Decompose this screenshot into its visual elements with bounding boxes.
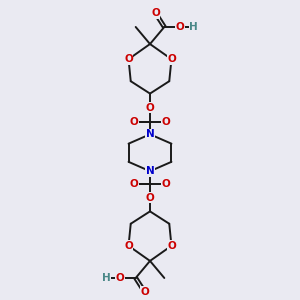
Text: O: O <box>146 103 154 113</box>
Text: O: O <box>124 241 133 251</box>
Text: O: O <box>146 193 154 202</box>
Text: O: O <box>124 54 133 64</box>
Text: O: O <box>140 287 149 297</box>
Text: O: O <box>151 8 160 18</box>
Text: O: O <box>176 22 185 32</box>
Text: O: O <box>167 54 176 64</box>
Text: H: H <box>189 22 198 32</box>
Text: O: O <box>167 241 176 251</box>
Text: O: O <box>130 117 138 127</box>
Text: O: O <box>162 179 170 189</box>
Text: H: H <box>102 273 111 283</box>
Text: O: O <box>130 179 138 189</box>
Text: N: N <box>146 129 154 139</box>
Text: O: O <box>115 273 124 283</box>
Text: O: O <box>162 117 170 127</box>
Text: N: N <box>146 166 154 176</box>
